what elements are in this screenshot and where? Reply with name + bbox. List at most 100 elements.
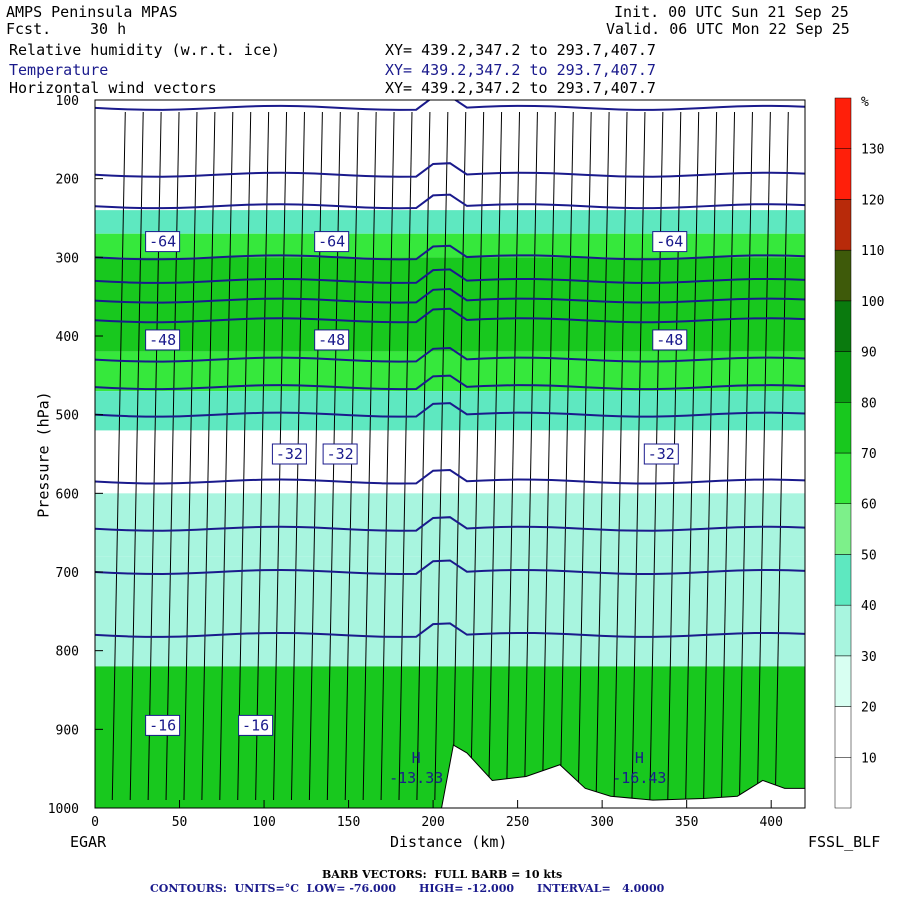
contour-label: -32 [276, 445, 303, 463]
wind-barb-staff [362, 111, 377, 801]
wind-barb-staff [129, 111, 144, 801]
wind-barb-staff [559, 111, 574, 801]
wind-barb-staff [541, 111, 556, 801]
wind-barb-staff [577, 111, 592, 801]
contour-label: -16 [149, 716, 176, 734]
wind-barb-staff [237, 111, 252, 801]
x-tick-label: 300 [590, 815, 613, 830]
contour-labels: -64 -64 -64 -48 -48 -48 -32 -32 -32 -16 -16 [145, 231, 688, 736]
colorbar-label: 40 [861, 599, 877, 614]
isotherm [95, 307, 805, 324]
wind-barb-staff [488, 111, 503, 801]
colorbar-swatch [834, 655, 852, 707]
colorbar-swatch [834, 148, 852, 200]
x-axis-title: Distance (km) [390, 833, 508, 851]
contour-label: -16 [242, 716, 269, 734]
field-name-rh: Relative humidity (w.r.t. ice) [9, 41, 280, 59]
contour-label-box [314, 231, 350, 253]
field-xy-wind: XY= 439.2,347.2 to 293.7,407.7 [385, 79, 656, 97]
humidity-band [95, 210, 805, 234]
wind-barb-staff [738, 111, 753, 801]
wind-barb-staff [380, 111, 395, 801]
colorbar-swatch [834, 300, 852, 352]
terrain [440, 744, 806, 809]
colorbar-swatch [834, 199, 852, 251]
x-tick-label: 0 [91, 815, 99, 830]
wind-barb-staff [165, 111, 180, 801]
y-tick-label: 600 [56, 487, 79, 502]
colorbar-swatch [834, 706, 852, 758]
high-marker: H [635, 749, 644, 767]
colorbar-label: 100 [861, 295, 884, 310]
model-title: AMPS Peninsula MPAS [6, 3, 178, 21]
colorbar-swatch [834, 757, 852, 809]
barb-note: BARB VECTORS: FULL BARB = 10 kts [322, 868, 563, 881]
wind-barb-staff [613, 111, 628, 801]
wind-barb-staff [506, 111, 521, 801]
x-tick-label: 50 [172, 815, 188, 830]
forecast-hour-value: 30 h [90, 20, 127, 38]
colorbar-swatch [834, 604, 852, 657]
contour-label: -32 [648, 445, 675, 463]
contour-label-box [314, 329, 350, 351]
x-tick-label: 200 [421, 815, 444, 830]
colorbar-label: 80 [861, 396, 877, 411]
wind-barb-staff [219, 111, 234, 801]
wind-barb-staff [434, 111, 449, 801]
contour-label: -64 [656, 233, 683, 251]
contour-label-box [271, 443, 307, 465]
humidity-band [95, 351, 805, 392]
isotherm [95, 402, 805, 418]
colorbar: 10 20 30 40 50 60 70 80 90 100 110 120 130% [834, 95, 884, 809]
forecast-hour-label: Fcst. [6, 20, 52, 38]
high-marker: H [412, 749, 421, 767]
isotherm [95, 374, 805, 391]
wind-barb-staff [308, 111, 323, 801]
contour-label: -64 [149, 233, 176, 251]
isotherm [95, 193, 805, 210]
colorbar-label: 110 [861, 244, 884, 259]
contour-label-box [652, 329, 688, 351]
contour-label-box [145, 231, 181, 253]
colorbar-label: 120 [861, 193, 884, 208]
y-axis-title: Pressure (hPa) [34, 391, 53, 518]
colorbar-label: 30 [861, 650, 877, 665]
y-tick-label: 300 [56, 251, 79, 266]
y-tick-label: 200 [56, 173, 79, 188]
colorbar-swatch [834, 503, 852, 555]
wind-barb-staff [774, 111, 789, 801]
wind-barbs [111, 111, 789, 801]
wind-barb-staff [416, 111, 431, 801]
isotherm [95, 468, 805, 485]
humidity-band [95, 391, 805, 431]
y-tick-label: 700 [56, 566, 79, 581]
humidity-field [95, 210, 805, 808]
contour-label-box [322, 443, 358, 465]
contour-label-box [643, 443, 679, 465]
high-value: -16.43 [612, 769, 666, 787]
colorbar-label: 10 [861, 751, 877, 766]
wind-barb-staff [595, 111, 610, 801]
y-tick-label: 500 [56, 409, 79, 424]
field-name-temperature: Temperature [9, 61, 109, 79]
x-tick-label: 100 [252, 815, 275, 830]
field-xy-rh: XY= 439.2,347.2 to 293.7,407.7 [385, 41, 656, 59]
wind-barb-staff [756, 111, 771, 801]
wind-barb-staff [452, 111, 467, 801]
start-station: EGAR [70, 833, 107, 851]
contour-label: -32 [327, 445, 354, 463]
wind-barb-staff [470, 111, 485, 801]
isotherm [95, 288, 805, 304]
x-tick-label: 400 [759, 815, 782, 830]
wind-barb-staff [183, 111, 198, 801]
end-station: FSSL_BLF [808, 833, 881, 851]
colorbar-unit: % [861, 95, 869, 110]
colorbar-swatch [834, 97, 852, 149]
contour-label-box [238, 714, 274, 736]
isotherm [95, 244, 805, 261]
wind-barb-staff [201, 111, 216, 801]
colorbar-swatch [834, 554, 852, 606]
wind-barb-staff [398, 111, 413, 801]
y-tick-label: 400 [56, 330, 79, 345]
